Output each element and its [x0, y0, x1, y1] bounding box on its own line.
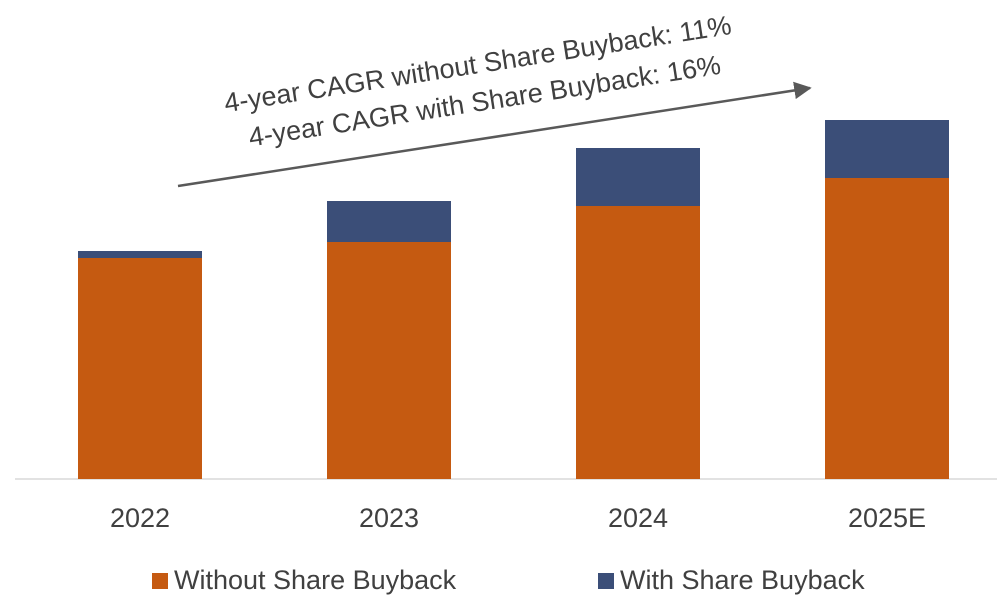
legend-swatch	[598, 573, 614, 589]
bar-segment	[576, 206, 700, 479]
legend-label: Without Share Buyback	[174, 565, 457, 595]
bar-segment	[78, 258, 202, 479]
x-tick-label: 2023	[359, 503, 419, 533]
x-tick-label: 2024	[608, 503, 668, 533]
legend-label: With Share Buyback	[620, 565, 865, 595]
legend-swatch	[152, 573, 168, 589]
bar-segment	[576, 148, 700, 206]
x-tick-label: 2025E	[848, 503, 926, 533]
bar-segment	[825, 178, 949, 479]
bar-segment	[825, 120, 949, 178]
trend-arrow	[177, 81, 812, 188]
bar-segment	[327, 201, 451, 242]
bar-segment	[78, 251, 202, 258]
x-tick-label: 2022	[110, 503, 170, 533]
bar-segment	[327, 242, 451, 479]
